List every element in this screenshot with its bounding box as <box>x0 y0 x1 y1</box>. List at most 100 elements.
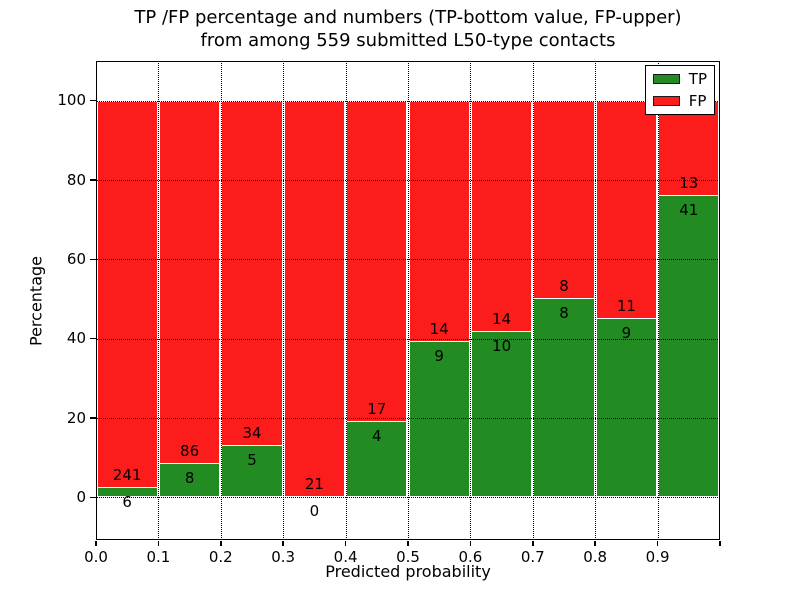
fp-count-label: 17 <box>367 399 387 418</box>
x-tick-label: 0.0 <box>84 548 108 566</box>
h-gridline <box>96 259 720 261</box>
x-tick-label: 0.3 <box>271 548 296 566</box>
tp-count-label: 6 <box>122 492 132 511</box>
y-tick <box>90 99 96 102</box>
x-tick <box>594 541 596 546</box>
fp-count-label: 34 <box>242 424 262 443</box>
tp-bar <box>471 332 532 498</box>
fp-count-label: 14 <box>492 310 512 329</box>
y-axis-label: Percentage <box>26 255 46 346</box>
chart-title-line1: TP /FP percentage and numbers (TP-bottom… <box>134 7 682 28</box>
x-tick <box>157 541 160 546</box>
fp-count-label: 21 <box>304 475 324 494</box>
tp-count-label: 5 <box>247 451 257 470</box>
fp-bar <box>159 100 220 464</box>
x-tick-label: 0.5 <box>396 548 420 566</box>
tp-bar <box>222 446 282 498</box>
x-axis-label: Predicted probability <box>325 562 491 581</box>
v-gridline <box>158 61 160 540</box>
x-tick-label: 0.4 <box>333 548 358 566</box>
tp-count-label: 0 <box>309 502 320 521</box>
x-tick <box>95 541 97 546</box>
x-tick <box>220 541 222 546</box>
y-tick-label: 20 <box>66 408 86 427</box>
x-tick-label: 0.1 <box>146 548 171 566</box>
h-gridline <box>96 497 720 499</box>
tp-bar <box>659 196 719 498</box>
x-tick-label: 0.8 <box>583 548 608 566</box>
fp-bar <box>596 100 657 319</box>
legend-swatch-fp <box>652 96 680 106</box>
x-tick-label: 0.7 <box>520 548 545 566</box>
v-gridline <box>470 61 472 540</box>
tp-count-label: 9 <box>434 347 444 366</box>
fp-count-label: 13 <box>679 174 699 193</box>
fp-bar <box>471 100 532 333</box>
tp-count-label: 8 <box>184 468 195 487</box>
v-gridline <box>657 61 659 540</box>
fp-count-label: 86 <box>180 441 200 460</box>
tp-bar <box>347 421 407 498</box>
x-tick-label: 0.6 <box>458 548 483 566</box>
tp-bar <box>97 487 157 498</box>
v-gridline <box>532 61 534 540</box>
legend-label: TP <box>688 70 707 88</box>
tp-bar <box>596 318 657 498</box>
tp-bar <box>409 342 469 498</box>
y-tick <box>90 337 96 340</box>
x-tick-label: 0.9 <box>645 548 670 566</box>
legend-item: FP <box>652 92 707 110</box>
tp-bar <box>534 299 594 498</box>
tp-count-label: 8 <box>559 304 569 322</box>
fp-count-label: 241 <box>112 465 142 484</box>
tp-count-label: 10 <box>492 337 512 356</box>
tp-count-label: 9 <box>621 323 632 342</box>
y-tick-label: 60 <box>66 249 86 268</box>
fp-count-label: 8 <box>559 277 569 295</box>
x-tick <box>469 541 472 546</box>
h-gridline <box>96 180 720 181</box>
h-gridline <box>96 338 720 340</box>
x-tick <box>407 541 409 546</box>
x-tick-label: 0.2 <box>208 548 233 566</box>
fp-bar <box>534 100 594 299</box>
h-gridline <box>96 418 720 420</box>
fp-count-label: 14 <box>429 320 449 339</box>
plot-area: TP FP 241 6 86 8 34 5 21 0 17 4 14 9 14 10 8 8 11 9 13 41 0.0… <box>57 61 721 566</box>
y-tick <box>90 179 96 181</box>
tp-bar <box>159 463 220 498</box>
y-tick-label: 0 <box>76 487 86 506</box>
fp-bar <box>347 100 407 422</box>
tp-count-label: 4 <box>372 426 382 445</box>
legend-swatch-tp <box>652 74 680 84</box>
fp-bar <box>284 100 345 498</box>
legend-item: TP <box>652 70 707 88</box>
y-tick <box>90 496 96 499</box>
chart-title: TP /FP percentage and numbers (TP-bottom… <box>96 6 720 52</box>
v-gridline <box>595 61 597 540</box>
y-tick <box>90 258 96 261</box>
chart-title-line2: from among 559 submitted L50-type contac… <box>200 30 616 51</box>
fp-count-label: 11 <box>616 296 636 315</box>
y-tick-label: 100 <box>57 91 86 110</box>
v-gridline <box>345 61 347 540</box>
y-tick <box>90 417 96 419</box>
legend-label: FP <box>688 92 707 110</box>
h-gridline <box>96 100 720 102</box>
x-tick <box>532 541 534 546</box>
fp-bar <box>97 100 157 488</box>
y-tick-label: 40 <box>66 329 86 348</box>
x-tick <box>282 541 284 546</box>
legend: TP FP <box>644 65 715 115</box>
tp-count-label: 41 <box>679 201 699 220</box>
fp-bar <box>409 100 469 343</box>
x-tick <box>656 541 659 546</box>
v-gridline <box>283 61 285 540</box>
fp-bar <box>222 100 282 447</box>
y-tick-label: 80 <box>66 170 86 189</box>
x-tick <box>719 541 721 546</box>
v-gridline <box>408 61 409 540</box>
v-gridline <box>220 61 222 540</box>
x-tick <box>344 541 347 546</box>
